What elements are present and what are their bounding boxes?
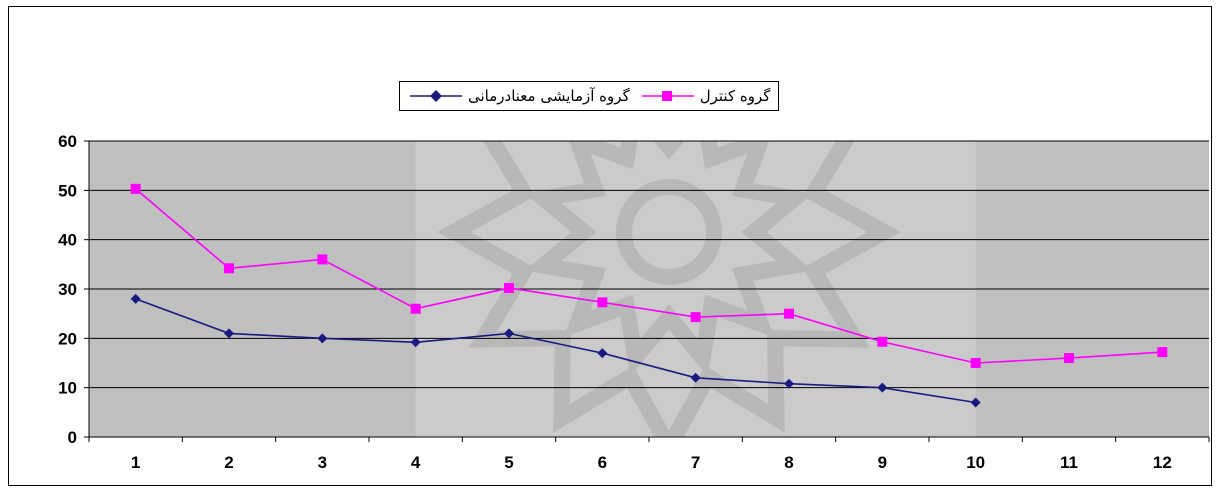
data-point [784, 308, 794, 319]
data-point [1064, 353, 1074, 364]
y-tick-label: 20 [58, 329, 77, 348]
x-tick-label: 11 [1060, 453, 1078, 472]
data-point [410, 337, 421, 348]
data-point [690, 312, 701, 323]
square-line-swatch-icon [641, 91, 694, 101]
legend-label-control: گروه کنترل [699, 87, 771, 105]
x-tick-label: 6 [598, 453, 607, 472]
data-point [597, 297, 608, 308]
series-line [135, 188, 1163, 364]
diamond-line-swatch-icon [410, 90, 462, 102]
legend-entry-experimental: گروه آزمایشی معنادرمانی [408, 87, 630, 105]
chart-frame: 0 10 20 30 40 50 60 1 2 3 4 5 6 7 8 9 10 11 12 گروه آزمایش… [8, 6, 1212, 486]
data-point [130, 293, 141, 304]
x-tick-label: 7 [691, 453, 700, 472]
data-point [130, 183, 141, 194]
y-tick-label: 50 [58, 181, 77, 200]
y-tick-label: 30 [58, 280, 77, 299]
series-2 [130, 183, 1168, 368]
x-tick-label: 8 [784, 453, 793, 472]
data-point [317, 333, 328, 344]
y-tick-label: 40 [58, 231, 77, 250]
legend: گروه آزمایشی معنادرمانی گروه کنترل [399, 81, 780, 111]
x-tick-label: 1 [131, 453, 140, 472]
data-point [970, 358, 981, 368]
x-tick-label: 2 [224, 453, 233, 472]
data-point [970, 397, 981, 408]
gridlines [89, 140, 1209, 389]
data-point [1157, 347, 1168, 358]
watermark-emblem [437, 141, 901, 437]
data-point [224, 328, 234, 339]
data-point [784, 378, 794, 389]
y-tick-label: 0 [68, 428, 77, 447]
series-layer [130, 183, 1168, 408]
data-point [504, 283, 514, 294]
x-tick-label: 9 [878, 453, 887, 472]
x-tick-label: 3 [318, 453, 327, 472]
series-line [135, 298, 976, 404]
data-point [597, 348, 608, 359]
data-point [410, 303, 421, 314]
x-tick-label: 4 [411, 453, 421, 472]
legend-label-experimental: گروه آزمایشی معنادرمانی [468, 87, 630, 105]
emblem-shape [437, 141, 901, 437]
x-tick-label: 12 [1153, 453, 1172, 472]
data-point [317, 254, 328, 265]
x-tick-label: 5 [504, 453, 513, 472]
series-1 [130, 293, 981, 408]
data-point [504, 328, 514, 339]
data-point [877, 382, 888, 393]
data-point [690, 372, 701, 383]
data-point [877, 336, 888, 347]
x-tick-label: 10 [966, 453, 985, 472]
data-point [224, 263, 234, 274]
legend-entry-control: گروه کنترل [640, 87, 771, 105]
y-tick-label: 60 [58, 132, 77, 151]
y-tick-label: 10 [58, 379, 77, 398]
